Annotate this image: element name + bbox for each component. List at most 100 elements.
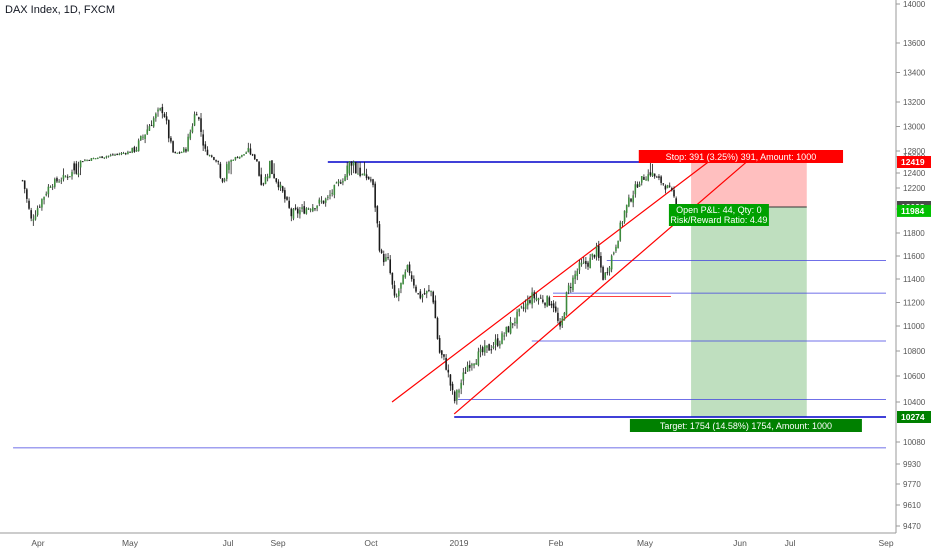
candle-body-227 [509,321,512,334]
candle-body-191 [432,291,435,303]
candle-body-293 [651,172,654,176]
candle-body-12 [47,186,50,195]
candle-body-92 [219,163,222,178]
candle-body-48 [124,153,127,155]
candle-body-168 [382,253,385,263]
candle-body-244 [546,295,548,307]
candle-body-254 [567,285,570,292]
candle-body-75 [183,148,185,153]
candle-body-5 [32,219,35,221]
candle-body-278 [619,222,622,241]
candle-body-88 [210,155,213,157]
time-tick-label-3: Sep [270,538,285,548]
candle-body-7 [36,208,39,216]
time-tick-label-2: Jul [223,538,234,548]
candle-body-286 [636,184,639,188]
candle-body-159 [363,173,366,176]
candle-body-285 [634,184,637,195]
candle-body-11 [45,193,48,196]
candle-body-194 [438,338,441,353]
price-tick-label-5: 12800 [903,147,926,156]
price-badge-3 [897,411,931,423]
candle-body-33 [92,158,95,160]
candle-body-54 [137,140,140,152]
candle-body-52 [133,147,136,152]
candle-body-95 [226,164,228,179]
candle-body-252 [563,312,566,321]
candle-body-183 [415,286,417,292]
candle-body-107 [251,154,254,156]
candle-body-142 [327,196,329,198]
channel-upper-line[interactable] [391,150,724,403]
candle-body-30 [86,159,88,161]
candle-body-69 [170,137,172,142]
candle-body-97 [230,160,232,162]
candle-body-41 [109,154,112,156]
candle-body-113 [264,176,267,184]
candle-body-175 [398,290,400,297]
candle-body-120 [279,184,282,188]
candle-body-86 [206,149,209,156]
candle-body-231 [518,308,521,312]
price-tick-label-14: 11000 [903,322,925,331]
candle-body-268 [597,245,600,258]
candle-body-80 [193,114,196,126]
candle-body-154 [352,161,355,166]
candle-body-129 [299,210,301,215]
candle-body-124 [288,200,290,208]
candle-body-82 [198,117,200,120]
candle-body-256 [572,277,574,291]
candle-body-195 [441,350,443,355]
candle-body-246 [550,303,553,306]
candle-body-18 [60,180,63,182]
candle-body-177 [402,275,404,285]
candle-body-138 [318,199,321,204]
candle-body-98 [232,159,235,161]
candle-body-81 [195,114,198,116]
price-tick-label-10: 11800 [903,229,925,238]
candle-body-232 [520,306,523,308]
candle-body-37 [101,156,103,159]
candle-body-133 [307,208,310,210]
stop-zone [691,162,807,207]
candle-body-216 [486,345,488,348]
price-tick-label-17: 10400 [903,398,926,407]
candle-body-59 [148,126,151,131]
candle-body-237 [531,292,533,305]
time-tick-label-5: 2019 [450,538,469,548]
pnl-label: Open P&L: 44, Qty: 0 [676,205,762,215]
candle-body-259 [578,262,581,271]
candle-body-106 [249,148,252,155]
candle-body-298 [662,183,665,185]
time-tick-label-9: Jul [785,538,796,548]
candle-body-50 [129,151,131,153]
candle-body-220 [494,339,497,346]
candle-body-202 [456,390,458,401]
candle-body-263 [587,262,589,267]
candle-body-301 [668,185,671,187]
price-badge-0 [897,156,931,168]
price-tick-label-19: 9930 [903,460,921,469]
candle-body-62 [155,113,157,119]
price-tick-label-12: 11400 [903,275,925,284]
candle-body-130 [301,207,303,209]
price-tick-label-4: 13000 [903,123,926,132]
candle-body-198 [447,369,450,373]
channel-lower-line[interactable] [453,156,753,415]
candle-body-243 [544,302,546,306]
candle-body-153 [350,161,353,166]
candle-body-152 [348,161,351,174]
candle-body-38 [103,157,106,159]
candle-body-201 [453,391,456,402]
candle-body-221 [496,338,499,346]
candle-body-242 [542,299,544,303]
candle-body-105 [247,147,250,153]
candle-body-294 [653,173,656,177]
candle-body-171 [389,259,392,274]
candle-body-121 [281,186,284,192]
time-tick-label-10: Sep [878,538,893,548]
price-axis-bg [896,0,932,550]
candle-body-280 [623,210,626,222]
